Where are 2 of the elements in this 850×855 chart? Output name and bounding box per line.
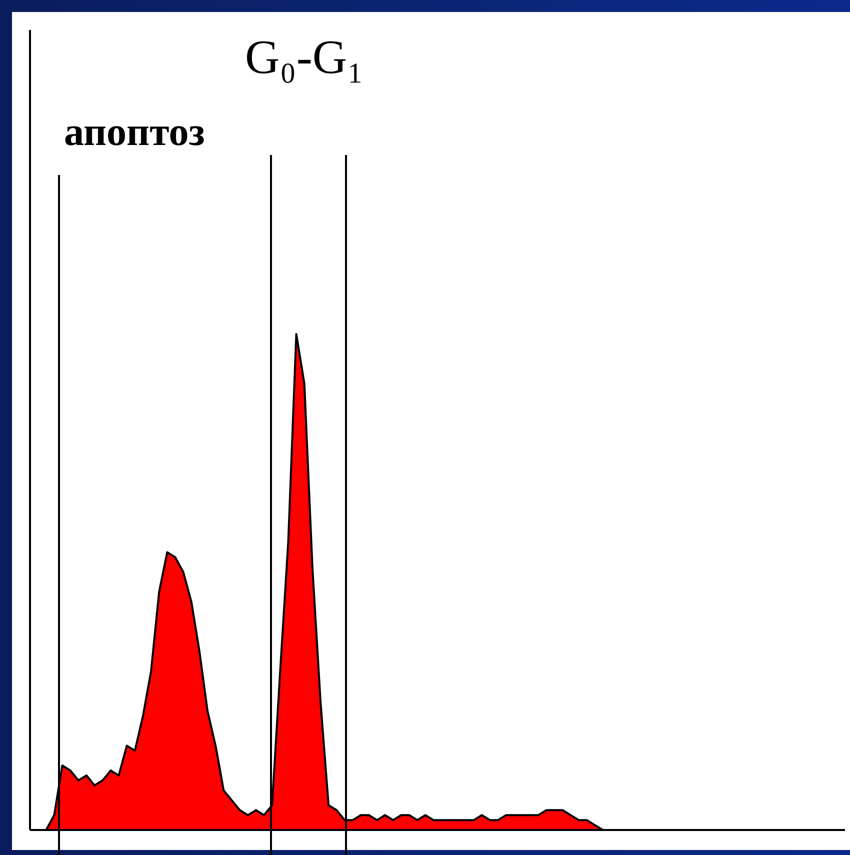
text: апоптоз	[64, 108, 205, 155]
text: G₀-G₁	[245, 30, 364, 85]
